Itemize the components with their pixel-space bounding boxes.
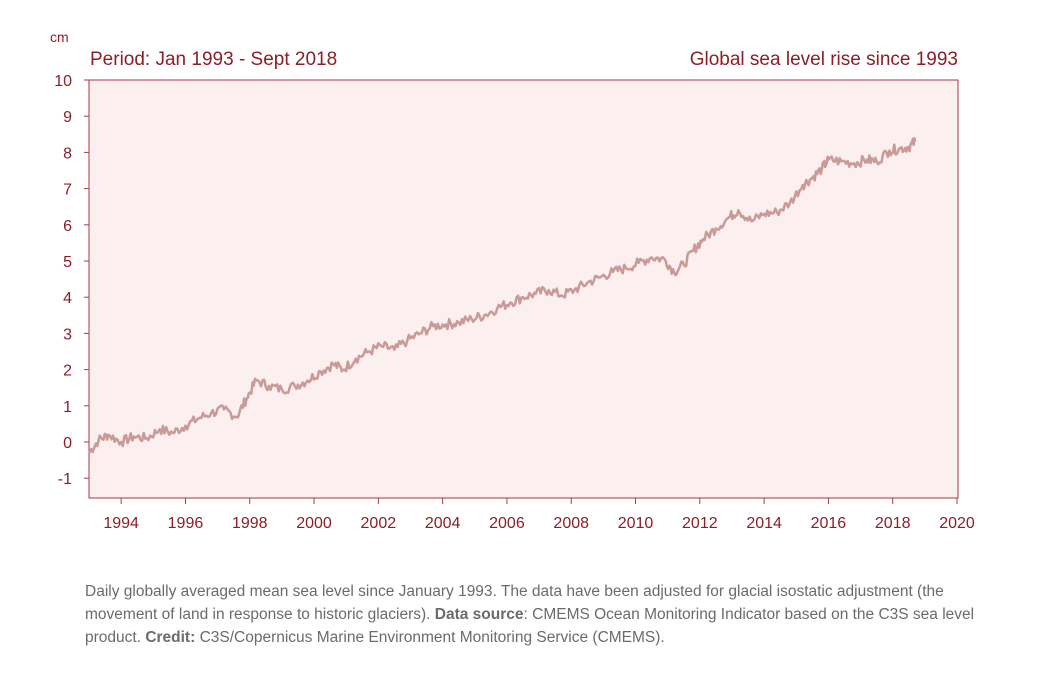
y-unit-label: cm bbox=[50, 29, 69, 45]
sea-level-series-line bbox=[88, 137, 917, 454]
y-tick-label: 7 bbox=[63, 182, 72, 199]
x-tick-label: 2020 bbox=[939, 515, 975, 532]
y-tick-label: 1 bbox=[63, 399, 72, 416]
x-tick-label: 2000 bbox=[296, 515, 332, 532]
x-tick-label: 2006 bbox=[489, 515, 525, 532]
y-tick-label: 8 bbox=[63, 145, 72, 162]
x-tick-label: 2014 bbox=[746, 515, 782, 532]
y-tick-label: 5 bbox=[63, 254, 72, 271]
caption-text-1: Daily globally averaged mean sea level s… bbox=[85, 583, 944, 623]
y-tick-label: 4 bbox=[63, 290, 72, 307]
x-tick-label: 1994 bbox=[103, 515, 139, 532]
caption-text-3: C3S/Copernicus Marine Environment Monito… bbox=[195, 629, 665, 646]
y-tick-label: 3 bbox=[63, 326, 72, 343]
chart-title-left: Period: Jan 1993 - Sept 2018 bbox=[90, 49, 337, 70]
y-tick-label: 9 bbox=[63, 109, 72, 126]
y-tick-label: 0 bbox=[63, 435, 72, 452]
x-tick-label: 2016 bbox=[811, 515, 847, 532]
x-tick-label: 2004 bbox=[425, 515, 461, 532]
x-axis: 1994 1996 1998 2000 2002 2004 2006 2008 2010 2012… bbox=[103, 498, 975, 532]
y-axis: -1 0 1 2 3 4 5 6 7 8 9 10 bbox=[54, 73, 89, 488]
x-tick-label: 2012 bbox=[682, 515, 718, 532]
figure-caption: Daily globally averaged mean sea level s… bbox=[85, 580, 1005, 649]
caption-text-2: : CMEMS Ocean Monitoring Indicator based… bbox=[85, 606, 975, 646]
x-tick-label: 2002 bbox=[361, 515, 397, 532]
y-tick-label: -1 bbox=[58, 471, 72, 488]
y-tick-label: 6 bbox=[63, 218, 72, 235]
y-tick-label: 2 bbox=[63, 363, 72, 380]
sea-level-chart: cm Period: Jan 1993 - Sept 2018 Global s… bbox=[50, 29, 975, 532]
chart-title-right: Global sea level rise since 1993 bbox=[690, 49, 958, 70]
plot-area bbox=[88, 79, 959, 499]
x-tick-label: 1998 bbox=[232, 515, 268, 532]
x-tick-label: 1996 bbox=[168, 515, 204, 532]
y-tick-label: 10 bbox=[54, 73, 72, 90]
x-tick-label: 2010 bbox=[618, 515, 654, 532]
x-tick-label: 2018 bbox=[875, 515, 911, 532]
caption-data-source-label: Data source bbox=[434, 606, 524, 623]
x-tick-label: 2008 bbox=[553, 515, 589, 532]
caption-credit-label: Credit: bbox=[145, 629, 196, 646]
